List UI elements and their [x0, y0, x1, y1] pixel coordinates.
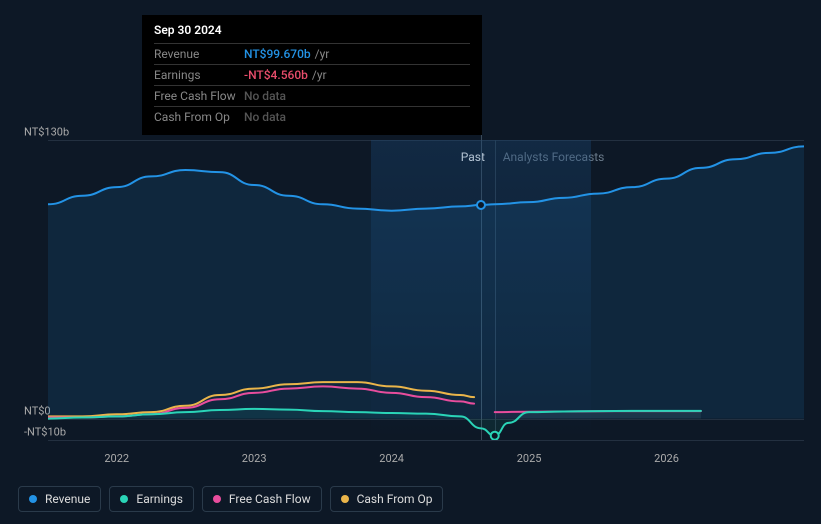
tooltip-label: Cash From Op [154, 110, 244, 124]
tooltip-row: RevenueNT$99.670b/yr [154, 43, 470, 64]
series-marker-revenue[interactable] [477, 201, 485, 209]
chart-plot-area[interactable] [48, 140, 804, 440]
tooltip-value: -NT$4.560b [244, 68, 308, 82]
legend-label: Free Cash Flow [229, 492, 311, 506]
tooltip-value: No data [244, 89, 286, 103]
legend-dot-icon [341, 495, 349, 503]
legend-label: Cash From Op [357, 492, 433, 506]
gridline [48, 440, 804, 441]
x-axis-label: 2025 [517, 452, 542, 465]
legend-item-cash-from-op[interactable]: Cash From Op [330, 486, 444, 512]
financial-chart: Sep 30 2024 RevenueNT$99.670b/yrEarnings… [0, 0, 821, 524]
legend-item-earnings[interactable]: Earnings [109, 486, 194, 512]
legend-dot-icon [29, 495, 37, 503]
tooltip-value: NT$99.670b [244, 47, 311, 61]
legend-label: Revenue [45, 492, 90, 506]
y-axis-label: NT$0 [24, 404, 51, 417]
legend-dot-icon [213, 495, 221, 503]
chart-tooltip: Sep 30 2024 RevenueNT$99.670b/yrEarnings… [142, 15, 482, 135]
legend-label: Earnings [136, 492, 183, 506]
chart-legend: Revenue Earnings Free Cash Flow Cash From O… [18, 486, 443, 512]
tooltip-date: Sep 30 2024 [154, 23, 470, 43]
tooltip-unit: /yr [315, 47, 330, 61]
y-axis-label: NT$130b [24, 126, 69, 139]
tooltip-row: Earnings-NT$4.560b/yr [154, 64, 470, 85]
x-axis-label: 2022 [104, 452, 129, 465]
x-axis-label: 2026 [654, 452, 679, 465]
tooltip-label: Earnings [154, 68, 244, 82]
tooltip-label: Revenue [154, 47, 244, 61]
legend-item-revenue[interactable]: Revenue [18, 486, 101, 512]
x-axis-label: 2023 [242, 452, 267, 465]
tooltip-label: Free Cash Flow [154, 89, 244, 103]
tooltip-row: Cash From OpNo data [154, 106, 470, 127]
legend-dot-icon [120, 495, 128, 503]
tooltip-row: Free Cash FlowNo data [154, 85, 470, 106]
series-marker-earnings[interactable] [491, 432, 499, 440]
legend-item-free-cash-flow[interactable]: Free Cash Flow [202, 486, 322, 512]
tooltip-unit: /yr [312, 68, 327, 82]
x-axis-label: 2024 [379, 452, 404, 465]
tooltip-value: No data [244, 110, 286, 124]
